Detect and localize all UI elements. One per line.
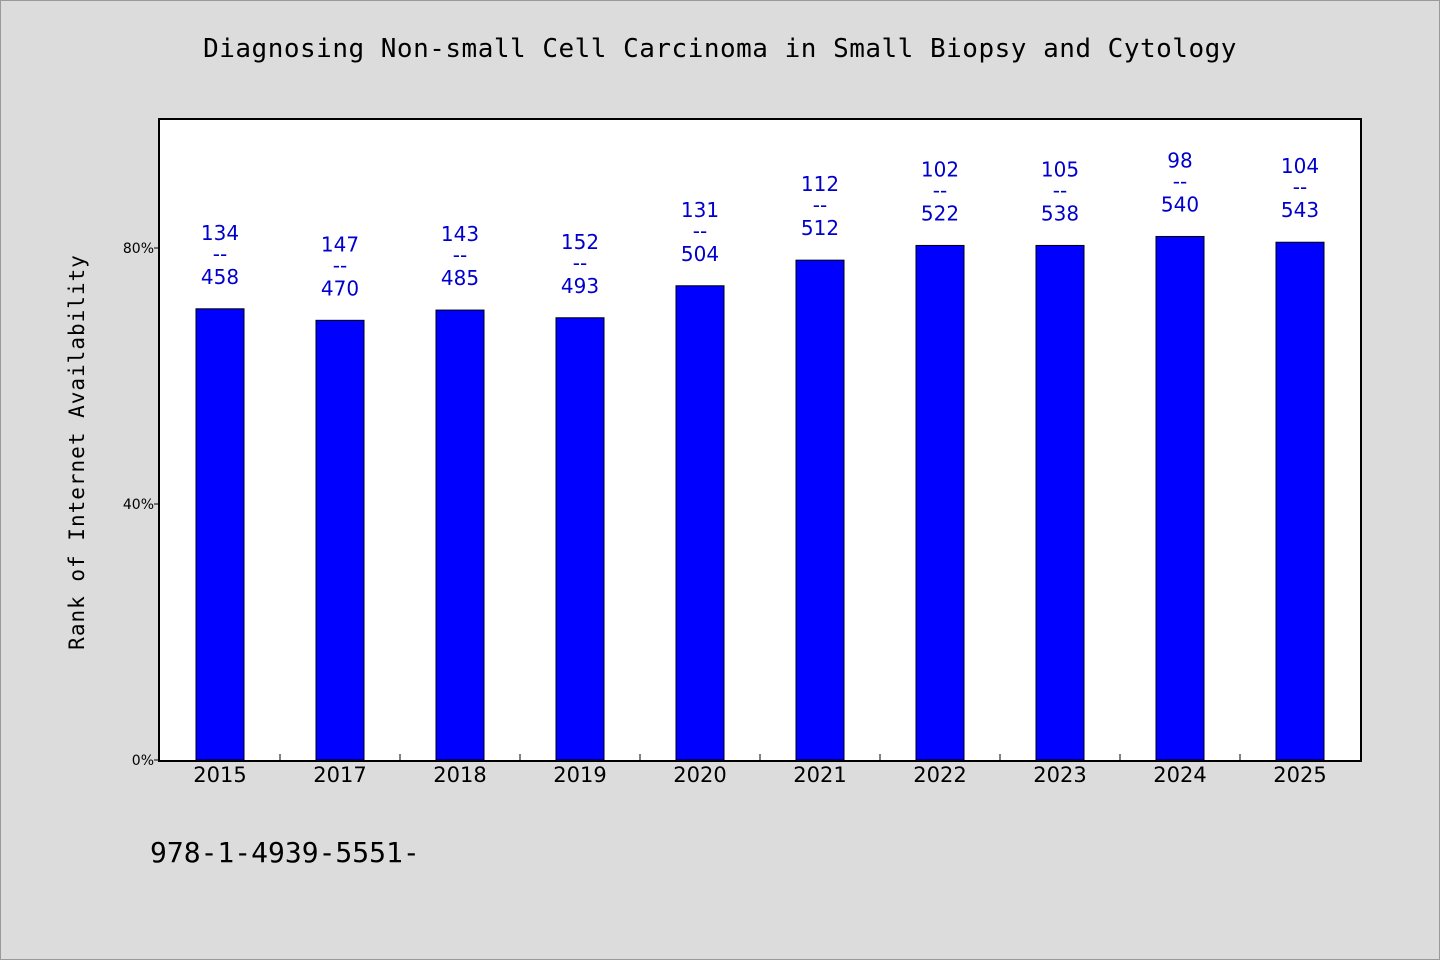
x-tick-label: 2015: [193, 763, 246, 787]
data-label-bottom: 470: [321, 276, 359, 300]
bar: [675, 285, 725, 761]
data-label-separator: --: [573, 251, 587, 275]
x-tick-label: 2024: [1153, 763, 1206, 787]
bar: [315, 319, 365, 761]
data-label-separator: --: [1053, 178, 1067, 202]
data-label-top: 102: [921, 157, 959, 181]
data-label-top: 143: [441, 222, 479, 246]
bar: [555, 317, 605, 761]
data-label-separator: --: [813, 193, 827, 217]
data-label-top: 104: [1281, 154, 1319, 178]
data-label-bottom: 493: [561, 274, 599, 298]
data-label-bottom: 543: [1281, 198, 1319, 222]
data-label-bottom: 485: [441, 266, 479, 290]
data-label-bottom: 522: [921, 201, 959, 225]
data-label-bottom: 512: [801, 216, 839, 240]
y-tick-label: 80%: [123, 241, 154, 257]
data-label-separator: --: [693, 219, 707, 243]
bar: [1155, 235, 1205, 761]
bar: [1035, 244, 1085, 761]
data-label-separator: --: [1173, 169, 1187, 193]
x-tick-label: 2025: [1273, 763, 1326, 787]
x-tick-label: 2020: [673, 763, 726, 787]
data-label-separator: --: [1293, 175, 1307, 199]
data-label-separator: --: [333, 253, 347, 277]
bar: [195, 308, 245, 761]
y-tick-label: 40%: [123, 497, 154, 513]
data-label-top: 147: [321, 232, 359, 256]
chart-title: Diagnosing Non-small Cell Carcinoma in S…: [203, 34, 1237, 64]
data-label-bottom: 504: [681, 242, 719, 266]
footnote: 978-1-4939-5551-: [150, 836, 420, 869]
data-label-top: 134: [201, 221, 239, 245]
data-label-top: 152: [561, 230, 599, 254]
data-label-top: 98: [1167, 148, 1192, 172]
data-label-top: 112: [801, 172, 839, 196]
x-tick-label: 2022: [913, 763, 966, 787]
x-tick-label: 2023: [1033, 763, 1086, 787]
bar: [435, 309, 485, 761]
data-label-separator: --: [453, 243, 467, 267]
bar: [795, 259, 845, 761]
x-tick-label: 2021: [793, 763, 846, 787]
data-label-separator: --: [933, 178, 947, 202]
y-tick-label: 0%: [132, 753, 154, 769]
bar: [915, 244, 965, 761]
x-tick-label: 2019: [553, 763, 606, 787]
x-tick-label: 2018: [433, 763, 486, 787]
plot-border: [158, 118, 1362, 762]
data-label-bottom: 540: [1161, 192, 1199, 216]
x-tick-label: 2017: [313, 763, 366, 787]
data-label-separator: --: [213, 242, 227, 266]
data-label-bottom: 538: [1041, 201, 1079, 225]
bar: [1275, 241, 1325, 761]
data-label-top: 131: [681, 198, 719, 222]
data-label-bottom: 458: [201, 265, 239, 289]
data-label-top: 105: [1041, 157, 1079, 181]
